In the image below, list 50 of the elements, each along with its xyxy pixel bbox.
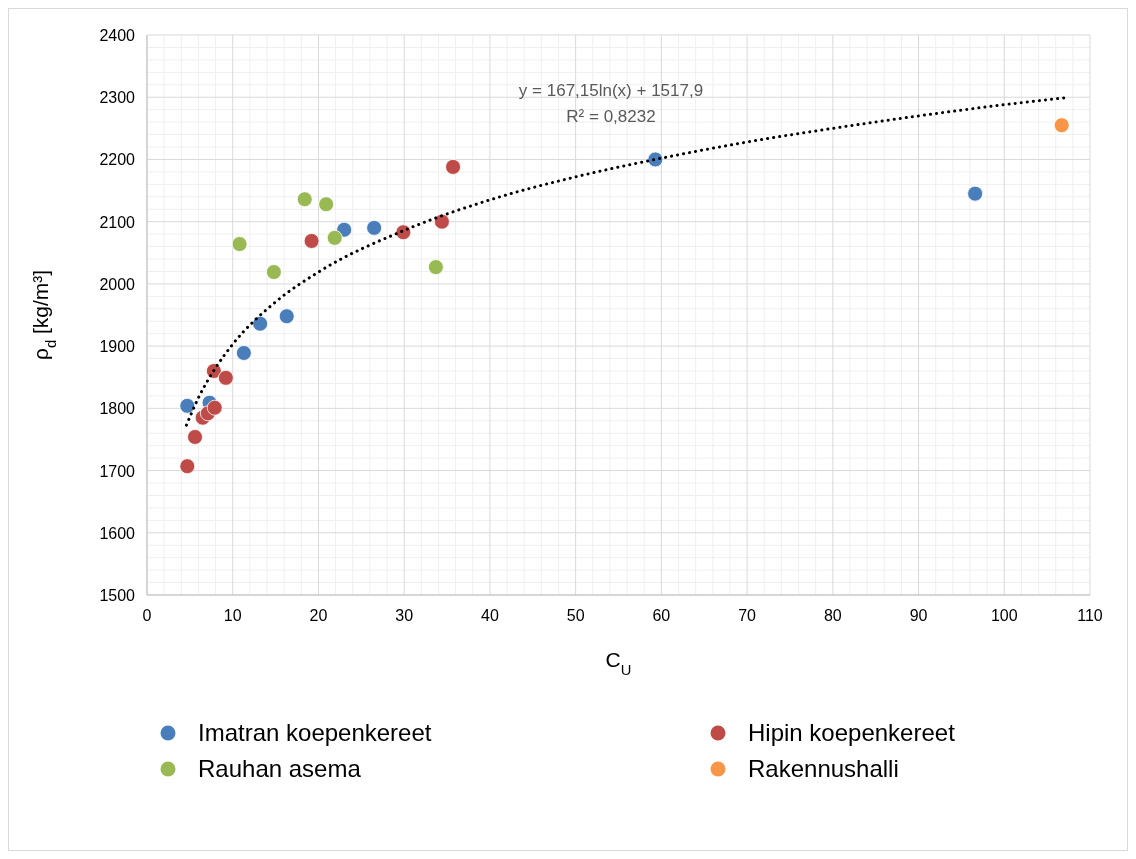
point bbox=[206, 399, 223, 416]
y-tick-label: 2200 bbox=[99, 151, 136, 169]
point bbox=[445, 159, 461, 175]
legend-label: Hipin koepenkereet bbox=[748, 719, 956, 746]
y-tick-label: 1800 bbox=[99, 400, 136, 418]
point bbox=[336, 221, 353, 238]
point bbox=[428, 259, 444, 275]
x-tick-label: 100 bbox=[990, 607, 1018, 624]
x-tick-label: 30 bbox=[395, 607, 414, 624]
x-tick-label: 110 bbox=[1077, 607, 1103, 624]
y-tick-label: 1700 bbox=[99, 462, 136, 480]
point bbox=[179, 458, 196, 475]
annotation: R² = 0,8232 bbox=[566, 107, 656, 126]
point bbox=[967, 185, 984, 202]
point bbox=[326, 229, 343, 246]
point bbox=[366, 219, 383, 236]
legend-label: Imatran koepenkereet bbox=[198, 719, 432, 746]
x-tick-label: 80 bbox=[823, 607, 842, 624]
legend-label: Rauhan asema bbox=[198, 755, 362, 782]
x-tick-label: 90 bbox=[909, 607, 928, 624]
y-tick-label: 1500 bbox=[99, 587, 136, 604]
y-tick-label: 1600 bbox=[99, 524, 136, 542]
y-tick-label: 2000 bbox=[99, 275, 136, 293]
x-tick-label: 40 bbox=[481, 607, 499, 624]
annotation: y = 167,15ln(x) + 1517,9 bbox=[518, 81, 704, 100]
point bbox=[235, 345, 252, 361]
y-tick-label: 2100 bbox=[99, 213, 136, 231]
x-tick-label: 60 bbox=[652, 607, 671, 624]
point bbox=[179, 397, 196, 414]
legend-label: Rakennushalli bbox=[748, 755, 899, 782]
point bbox=[434, 213, 450, 230]
point bbox=[278, 308, 295, 325]
point bbox=[187, 429, 203, 445]
point bbox=[252, 315, 269, 332]
point bbox=[217, 369, 234, 386]
point bbox=[303, 233, 320, 249]
point bbox=[318, 196, 335, 213]
y-tick-label: 2300 bbox=[99, 89, 136, 107]
y-tick-label: 2400 bbox=[99, 27, 136, 44]
point bbox=[231, 236, 248, 252]
x-tick-label: 50 bbox=[566, 607, 585, 624]
point bbox=[1053, 117, 1070, 134]
point bbox=[265, 264, 282, 280]
x-tick-label: 70 bbox=[738, 607, 757, 624]
x-tick-label: 0 bbox=[142, 607, 152, 624]
x-tick-label: 20 bbox=[309, 607, 328, 624]
point bbox=[296, 191, 313, 208]
x-axis-title: C$_{U}$ bbox=[605, 648, 632, 678]
x-tick-label: 10 bbox=[223, 607, 242, 624]
y-tick-label: 1900 bbox=[99, 338, 136, 356]
